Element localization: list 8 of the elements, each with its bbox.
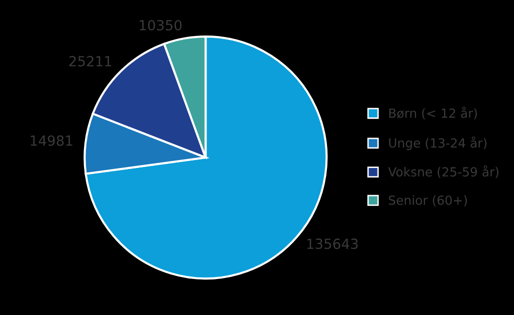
legend-label: Voksne (25-59 år): [388, 165, 498, 178]
legend-label: Børn (< 12 år): [389, 106, 477, 120]
data-label: 25211: [69, 56, 112, 66]
data-label: 135643: [307, 238, 358, 250]
legend-label: Senior (60+): [388, 195, 467, 206]
data-label: 14981: [30, 135, 72, 146]
legend-label: Unge (13-24 år): [389, 136, 486, 150]
data-label: 10350: [140, 20, 182, 30]
